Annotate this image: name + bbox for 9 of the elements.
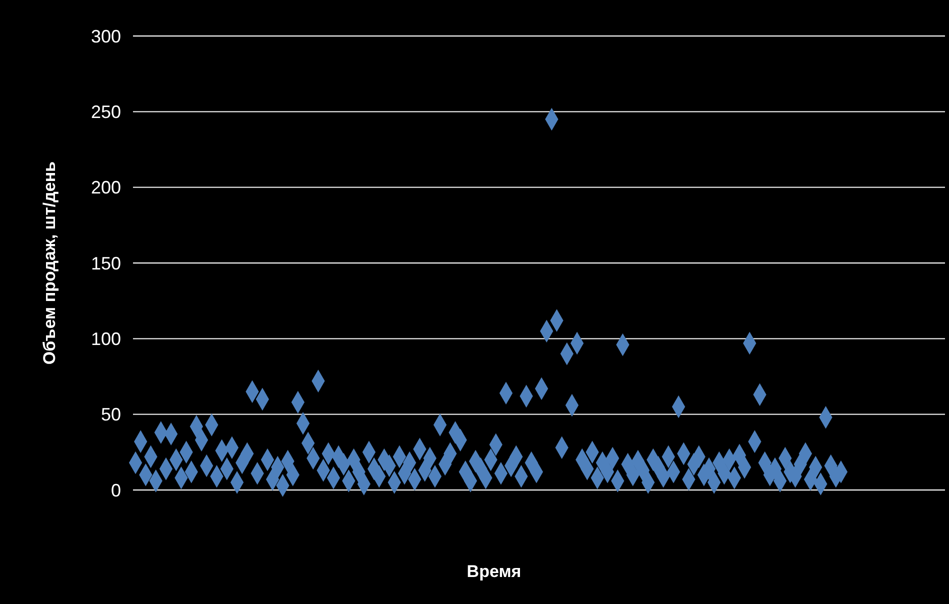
- y-tick-label: 150: [90, 253, 121, 274]
- y-tick-label: 300: [90, 26, 121, 46]
- y-tick-label: 100: [90, 328, 121, 349]
- y-tick-label: 0: [110, 480, 121, 500]
- x-axis-title: Время: [466, 562, 522, 581]
- y-axis-title: Объем продаж, шт/день: [40, 161, 59, 365]
- y-tick-label: 200: [90, 178, 121, 198]
- y-tick-label: 50: [100, 404, 121, 425]
- y-tick-label: 250: [90, 102, 121, 122]
